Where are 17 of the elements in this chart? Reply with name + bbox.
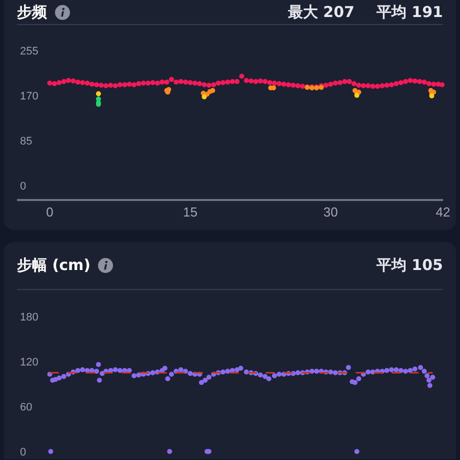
y-tick-label: 170 — [20, 90, 38, 103]
chart-title: 步幅 (cm) — [17, 256, 90, 274]
text: 最大 207 — [288, 2, 354, 22]
chart-title: 步频 — [17, 2, 47, 22]
x-tick-label: 0 — [46, 204, 54, 220]
y-tick-label: 60 — [20, 401, 32, 414]
x-tick-label: 42 — [436, 204, 450, 220]
y-tick-label: 0 — [20, 180, 26, 193]
y-tick-label: 180 — [20, 311, 38, 324]
y-tick-label: 120 — [20, 356, 38, 368]
x-tick-label: 15 — [182, 204, 198, 220]
text: 平均 191 — [376, 2, 443, 22]
text: 平均 105 — [376, 256, 443, 274]
x-tick-label: 30 — [323, 204, 338, 220]
y-tick-label: 85 — [20, 136, 32, 148]
y-tick-label: 0 — [20, 446, 26, 458]
y-tick-label: 255 — [20, 46, 38, 58]
